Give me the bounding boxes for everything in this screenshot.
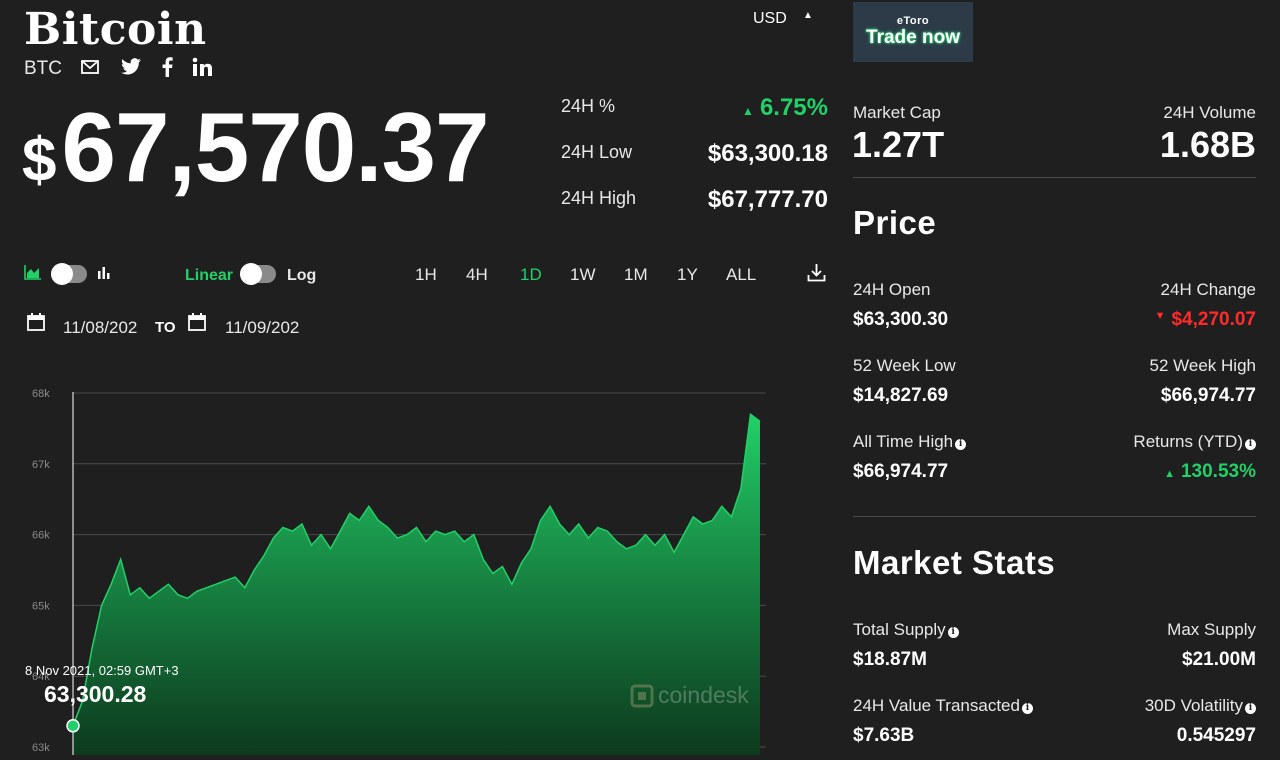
timeframe-all[interactable]: ALL [726, 265, 757, 284]
volume-label: 24H Volume [1163, 103, 1256, 122]
change-pct-label: 24H % [561, 96, 616, 116]
y-tick-label: 66k [32, 530, 50, 542]
price-heading: Price [853, 204, 937, 241]
twitter-icon[interactable] [120, 56, 142, 78]
timeframe-1y[interactable]: 1Y [677, 265, 698, 284]
low-value: $63,300.18 [707, 140, 828, 167]
etoro-logo: eToro [896, 15, 930, 27]
date-from-input[interactable]: 11/08/202 [63, 318, 138, 337]
arrow-down-icon: ▼ [1154, 310, 1166, 322]
coin-symbol: BTC [24, 58, 62, 79]
date-to-label: TO [155, 319, 176, 336]
max-supply-value: $21.00M [1182, 649, 1256, 670]
timeframe-1m[interactable]: 1M [624, 265, 648, 284]
linkedin-icon[interactable] [191, 56, 213, 78]
change-pct-value: ▲ 6.75% [742, 94, 828, 121]
calendar-icon[interactable] [26, 312, 46, 337]
y-tick-label: 64k [32, 671, 50, 683]
timeframe-1w[interactable]: 1W [570, 265, 596, 284]
area-chart-icon[interactable] [24, 264, 42, 285]
wk52-high-value: $66,974.77 [1160, 385, 1256, 406]
ytd-value: ▲ 130.53% [1164, 461, 1256, 482]
value-transacted-value: $7.63B [853, 725, 915, 746]
y-tick-label: 63k [32, 742, 50, 754]
hover-point [66, 719, 80, 733]
price-value: 67,570.37 [61, 92, 489, 202]
value-transacted-label: 24H Value Transacted i [853, 696, 1033, 716]
timeframe-1d[interactable]: 1D [520, 265, 542, 284]
etoro-ad[interactable]: eToro Trade now [853, 2, 973, 62]
toggle-knob [51, 263, 73, 285]
mail-icon[interactable] [79, 56, 101, 78]
max-supply-label: Max Supply [1167, 620, 1256, 639]
scale-linear-label[interactable]: Linear [185, 267, 234, 284]
high-value: $67,777.70 [707, 186, 828, 213]
total-supply-value: $18.87M [853, 649, 927, 670]
volatility-label: 30D Volatility i [1056, 696, 1256, 716]
change-value: ▼ $4,270.07 [1154, 309, 1256, 330]
current-price: $67,570.37 [22, 98, 489, 196]
volatility-value: 0.545297 [1176, 725, 1256, 746]
price-chart[interactable]: 68k 67k 66k 65k 64k 63k [0, 380, 780, 755]
low-label: 24H Low [561, 142, 633, 162]
wk52-high-label: 52 Week High [1149, 356, 1256, 375]
date-to-input[interactable]: 11/09/202 [225, 318, 300, 337]
ath-label: All Time High i [853, 432, 967, 452]
divider [853, 177, 1256, 178]
open-value: $63,300.30 [853, 309, 949, 330]
wk52-low-label: 52 Week Low [853, 356, 956, 375]
total-supply-label: Total Supply i [853, 620, 959, 640]
info-icon[interactable]: i [1245, 439, 1256, 450]
timeframe-1h[interactable]: 1H [415, 265, 437, 284]
currency-selector[interactable]: USD [753, 10, 787, 27]
calendar-icon[interactable] [187, 312, 207, 337]
y-tick-label: 68k [32, 388, 50, 400]
caret-up-icon[interactable]: ▲ [803, 10, 813, 21]
y-tick-label: 65k [32, 600, 50, 612]
toggle-knob [240, 263, 262, 285]
price-line [72, 412, 761, 727]
download-icon[interactable] [807, 263, 826, 287]
open-label: 24H Open [853, 280, 931, 299]
info-icon[interactable]: i [955, 439, 967, 450]
coindesk-logo-icon [630, 684, 654, 707]
wk52-low-value: $14,827.69 [853, 385, 949, 406]
ytd-label: Returns (YTD) i [1056, 432, 1256, 452]
chart-type-toggle[interactable] [51, 263, 87, 285]
volume-value: 1.68B [1159, 124, 1256, 165]
market-cap-label: Market Cap [853, 103, 941, 122]
timeframe-4h[interactable]: 4H [466, 265, 488, 284]
coindesk-watermark: coindesk [630, 682, 749, 709]
market-cap-value: 1.27T [852, 124, 945, 165]
arrow-up-icon: ▲ [742, 104, 754, 118]
ath-value: $66,974.77 [853, 461, 949, 482]
divider [853, 516, 1256, 517]
high-label: 24H High [561, 188, 637, 208]
y-tick-label: 67k [32, 459, 50, 471]
info-icon[interactable]: i [1021, 703, 1033, 714]
info-icon[interactable]: i [947, 627, 959, 638]
price-currency-symbol: $ [22, 126, 56, 195]
scale-toggle[interactable] [240, 263, 276, 285]
market-stats-heading: Market Stats [853, 544, 1056, 581]
tooltip-date: 8 Nov 2021, 02:59 GMT+3 [25, 663, 179, 678]
change-label: 24H Change [1160, 280, 1256, 299]
facebook-icon[interactable] [156, 56, 178, 78]
coindesk-watermark-text: coindesk [658, 682, 749, 708]
info-icon[interactable]: i [1245, 703, 1256, 714]
scale-log-label[interactable]: Log [287, 267, 317, 284]
trade-now-button[interactable]: Trade now [866, 27, 960, 48]
tooltip-value: 63,300.28 [44, 681, 147, 707]
coin-name: Bitcoin [24, 4, 207, 55]
bar-chart-icon[interactable] [96, 264, 112, 285]
arrow-up-icon: ▲ [1164, 468, 1175, 480]
price-area [73, 414, 760, 755]
